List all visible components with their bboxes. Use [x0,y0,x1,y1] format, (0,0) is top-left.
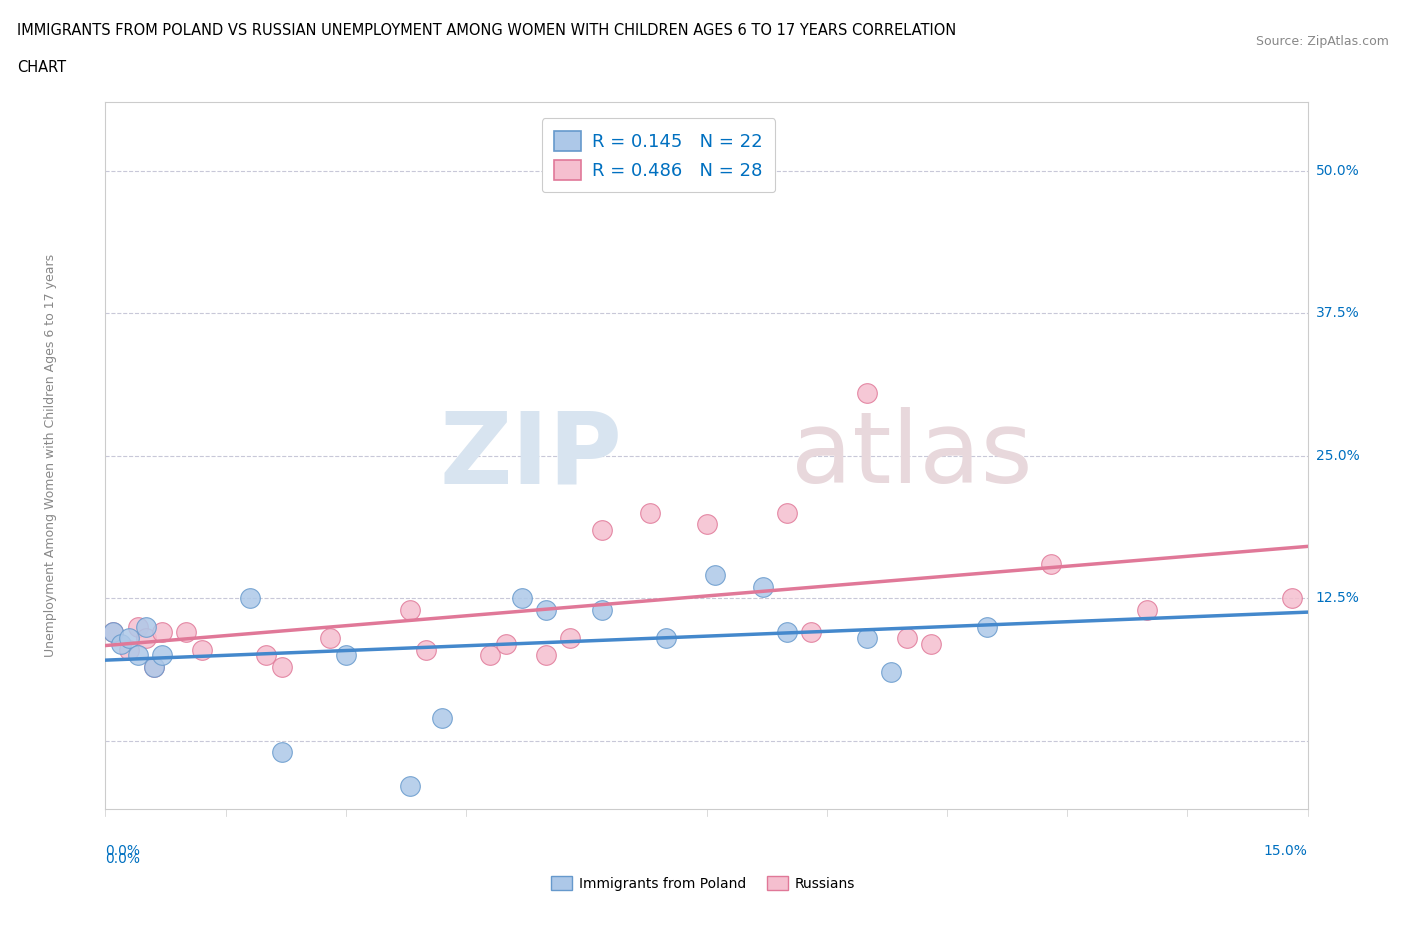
Point [640,505,662,520]
Point [751,579,773,594]
Point [150,625,173,640]
Point [270,745,292,760]
Text: 37.5%: 37.5% [1316,306,1360,320]
Point [703,568,725,583]
Point [560,631,582,645]
Point [495,636,517,651]
Text: ZIP: ZIP [440,407,623,504]
Legend: R = 0.145   N = 22, R = 0.486   N = 28: R = 0.145 N = 22, R = 0.486 N = 28 [541,118,775,193]
Point [254,648,277,663]
Point [103,625,125,640]
Point [103,625,125,640]
Point [399,602,422,617]
Point [534,602,557,617]
Text: 25.0%: 25.0% [1316,448,1360,463]
Point [150,648,173,663]
Text: 50.0%: 50.0% [1316,164,1360,178]
Point [118,631,141,645]
Point [319,631,342,645]
Point [270,659,292,674]
Point [976,619,998,634]
Point [135,631,157,645]
Point [118,642,141,657]
Point [880,665,903,680]
Point [479,648,502,663]
Text: 0.0%: 0.0% [105,844,141,858]
Point [776,505,799,520]
Point [800,625,823,640]
Text: 15.0%: 15.0% [1264,844,1308,858]
Text: Source: ZipAtlas.com: Source: ZipAtlas.com [1256,35,1389,48]
Point [591,523,613,538]
Point [855,631,877,645]
Point [655,631,678,645]
Point [1281,591,1303,605]
Point [399,778,422,793]
Point [1040,556,1063,571]
Point [135,619,157,634]
Point [920,636,942,651]
Point [591,602,613,617]
Point [430,711,453,725]
Point [896,631,918,645]
Text: atlas: atlas [790,407,1032,504]
Point [855,386,877,401]
Point [142,659,165,674]
Point [174,625,197,640]
Point [335,648,357,663]
Point [127,619,149,634]
Point [127,648,149,663]
Point [142,659,165,674]
Point [776,625,799,640]
Point [696,517,718,532]
Point [190,642,212,657]
Point [1136,602,1159,617]
Point [415,642,437,657]
Text: CHART: CHART [17,60,66,75]
Point [110,636,132,651]
Point [239,591,262,605]
Point [510,591,533,605]
Text: 0.0%: 0.0% [105,852,141,866]
Text: IMMIGRANTS FROM POLAND VS RUSSIAN UNEMPLOYMENT AMONG WOMEN WITH CHILDREN AGES 6 : IMMIGRANTS FROM POLAND VS RUSSIAN UNEMPL… [17,23,956,38]
Text: 12.5%: 12.5% [1316,591,1360,605]
Y-axis label: Unemployment Among Women with Children Ages 6 to 17 years: Unemployment Among Women with Children A… [45,254,58,658]
Legend: Immigrants from Poland, Russians: Immigrants from Poland, Russians [546,870,860,897]
Point [534,648,557,663]
